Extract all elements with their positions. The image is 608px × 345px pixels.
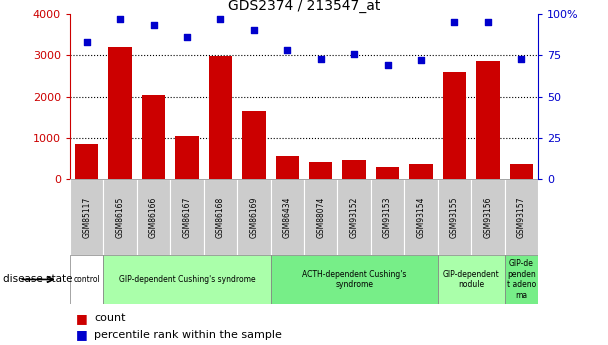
Text: disease state: disease state xyxy=(3,275,72,284)
Bar xyxy=(137,179,170,255)
Bar xyxy=(170,179,204,255)
Text: GSM86169: GSM86169 xyxy=(249,197,258,238)
Bar xyxy=(271,179,304,255)
Bar xyxy=(103,179,137,255)
Text: GSM86167: GSM86167 xyxy=(182,197,192,238)
Text: ■: ■ xyxy=(76,328,88,341)
Bar xyxy=(443,72,466,179)
Text: control: control xyxy=(74,275,100,284)
Bar xyxy=(242,111,266,179)
Bar xyxy=(505,179,538,255)
Point xyxy=(182,34,192,40)
Text: GIP-dependent
nodule: GIP-dependent nodule xyxy=(443,270,500,289)
Bar xyxy=(204,179,237,255)
Text: GSM85117: GSM85117 xyxy=(82,197,91,238)
Bar xyxy=(209,56,232,179)
Text: GSM93156: GSM93156 xyxy=(483,197,492,238)
Text: GSM93153: GSM93153 xyxy=(383,197,392,238)
Point xyxy=(383,62,393,68)
Text: GSM93154: GSM93154 xyxy=(416,197,426,238)
Title: GDS2374 / 213547_at: GDS2374 / 213547_at xyxy=(228,0,380,13)
Bar xyxy=(271,255,438,304)
Point xyxy=(449,19,460,25)
Text: ACTH-dependent Cushing's
syndrome: ACTH-dependent Cushing's syndrome xyxy=(302,270,406,289)
Bar xyxy=(438,255,505,304)
Point xyxy=(81,39,91,45)
Bar xyxy=(471,179,505,255)
Text: GSM86168: GSM86168 xyxy=(216,197,225,238)
Bar xyxy=(175,136,199,179)
Bar xyxy=(342,160,366,179)
Text: GSM86166: GSM86166 xyxy=(149,197,158,238)
Point xyxy=(282,48,292,53)
Text: GSM93157: GSM93157 xyxy=(517,197,526,238)
Bar xyxy=(438,179,471,255)
Bar xyxy=(505,255,538,304)
Point xyxy=(416,57,426,63)
Text: GSM93152: GSM93152 xyxy=(350,197,359,238)
Bar xyxy=(70,179,103,255)
Text: ■: ■ xyxy=(76,312,88,325)
Bar xyxy=(142,95,165,179)
Text: GSM86434: GSM86434 xyxy=(283,197,292,238)
Point xyxy=(148,23,158,28)
Bar xyxy=(275,156,299,179)
Bar xyxy=(371,179,404,255)
Text: GIP-de
penden
t adeno
ma: GIP-de penden t adeno ma xyxy=(506,259,536,299)
Bar xyxy=(237,179,271,255)
Bar xyxy=(376,167,399,179)
Bar xyxy=(108,47,132,179)
Text: GSM86165: GSM86165 xyxy=(116,197,125,238)
Point xyxy=(483,19,493,25)
Point xyxy=(115,16,125,21)
Bar xyxy=(337,179,371,255)
Bar xyxy=(70,255,103,304)
Bar xyxy=(476,61,500,179)
Bar xyxy=(309,162,333,179)
Bar xyxy=(404,179,438,255)
Text: percentile rank within the sample: percentile rank within the sample xyxy=(94,330,282,339)
Point xyxy=(316,56,326,61)
Point xyxy=(215,16,225,21)
Point xyxy=(349,51,359,56)
Bar xyxy=(103,255,271,304)
Text: GSM93155: GSM93155 xyxy=(450,197,459,238)
Text: count: count xyxy=(94,313,126,323)
Text: GSM88074: GSM88074 xyxy=(316,197,325,238)
Bar xyxy=(510,164,533,179)
Bar xyxy=(304,179,337,255)
Point xyxy=(249,28,259,33)
Bar xyxy=(75,144,98,179)
Bar xyxy=(409,165,433,179)
Point xyxy=(517,56,527,61)
Text: GIP-dependent Cushing's syndrome: GIP-dependent Cushing's syndrome xyxy=(119,275,255,284)
